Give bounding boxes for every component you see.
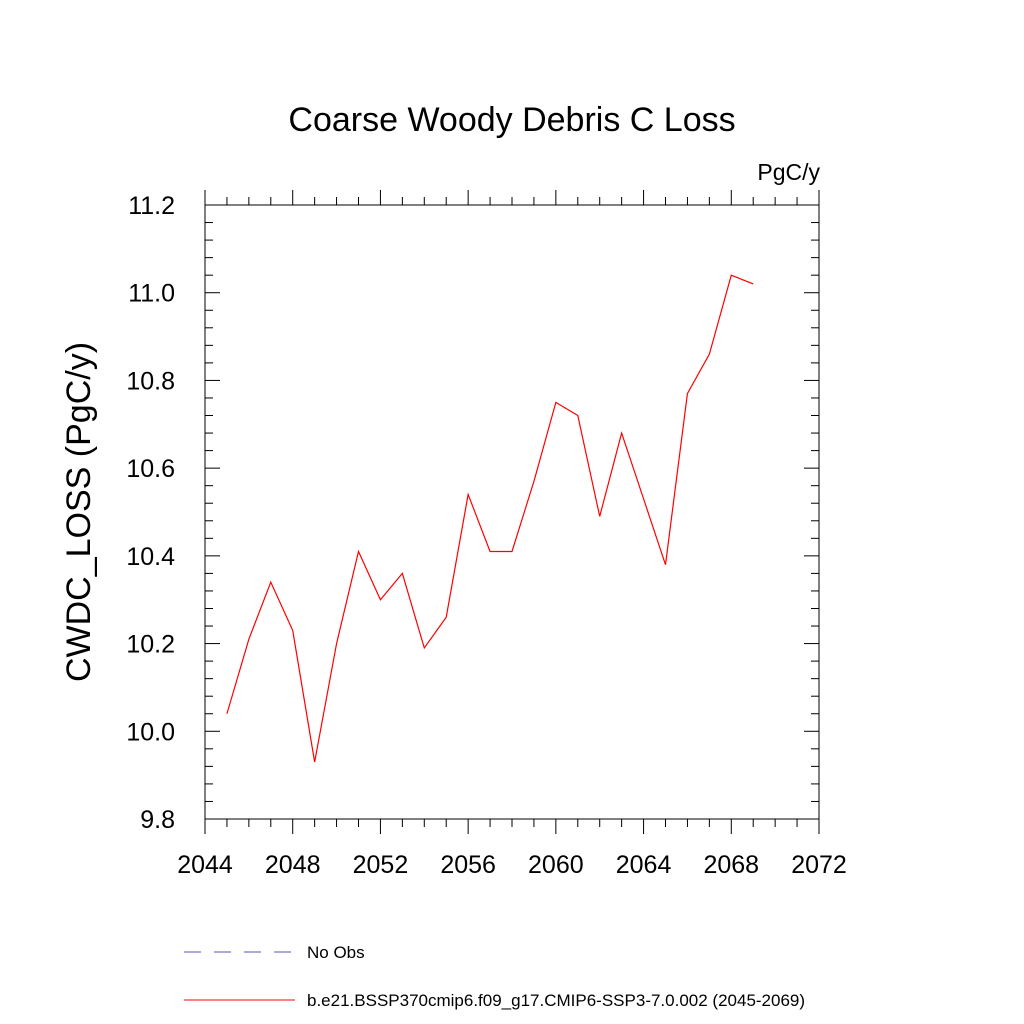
x-tick-label: 2044 [177, 851, 233, 879]
y-tick-label: 10.2 [126, 631, 175, 659]
legend-label-no-obs: No Obs [307, 943, 365, 962]
units-label: PgC/y [757, 159, 820, 185]
y-tick-labels: 9.8 10.0 10.2 10.4 10.6 10.8 11.0 11.2 [126, 192, 175, 834]
x-tick-label: 2052 [353, 851, 409, 879]
legend-label-model-run: b.e21.BSSP370cmip6.f09_g17.CMIP6-SSP3-7.… [307, 991, 805, 1010]
x-tick-label: 2056 [440, 851, 496, 879]
y-tick-label: 10.8 [126, 367, 175, 395]
x-tick-label: 2060 [528, 851, 584, 879]
chart-title: Coarse Woody Debris C Loss [288, 101, 735, 139]
legend: No Obs b.e21.BSSP370cmip6.f09_g17.CMIP6-… [184, 943, 805, 1010]
y-tick-label: 9.8 [140, 806, 175, 834]
x-tick-label: 2048 [265, 851, 321, 879]
y-tick-label: 10.6 [126, 455, 175, 483]
x-tick-label: 2068 [703, 851, 759, 879]
y-tick-label: 11.0 [128, 280, 175, 308]
y-tick-label: 10.4 [126, 543, 175, 571]
x-tick-labels: 2044 2048 2052 2056 2060 2064 2068 2072 [177, 851, 847, 879]
y-tick-label: 10.0 [126, 718, 175, 746]
y-tick-label: 11.2 [128, 192, 175, 220]
series-line [226, 274, 754, 763]
series-group [226, 274, 754, 763]
x-tick-label: 2064 [616, 851, 672, 879]
y-axis-label: CWDC_LOSS (PgC/y) [60, 342, 98, 682]
x-tick-label: 2072 [791, 851, 847, 879]
axis-ticks [204, 190, 820, 834]
plot-frame [204, 204, 820, 820]
